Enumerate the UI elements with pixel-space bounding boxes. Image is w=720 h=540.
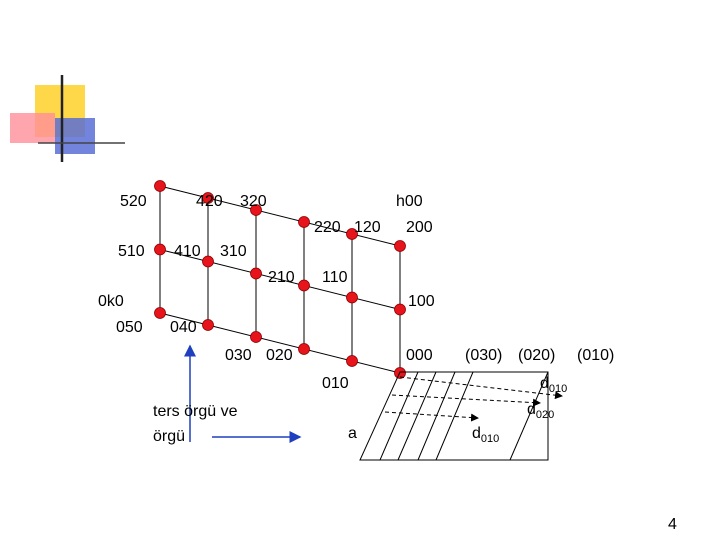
lattice-label: 310 [220, 243, 247, 260]
page-number: 4 [668, 516, 677, 533]
plane-label: (030) [465, 347, 502, 364]
lattice-point [298, 216, 310, 228]
dashed-arrow [399, 376, 563, 400]
lattice-point [250, 267, 262, 280]
lattice-point [202, 255, 214, 268]
caption-arrows [184, 344, 302, 443]
dashed-arrow [391, 394, 541, 407]
logo [10, 75, 125, 162]
lattice-point [250, 204, 262, 216]
lattice-label: 010 [322, 375, 349, 392]
lattice-point [250, 331, 262, 343]
lattice-point [298, 279, 310, 292]
lattice-point [154, 307, 166, 319]
dashed-arrow [384, 411, 479, 422]
lattice-point [202, 192, 214, 204]
real-cell [359, 371, 563, 461]
lattice-label: 220 [314, 219, 341, 236]
lattice-label: 110 [322, 269, 348, 286]
lattice-label: 040 [170, 319, 197, 336]
caption: örgü [153, 428, 185, 445]
plane-line [417, 371, 456, 461]
lattice-label: 030 [225, 347, 252, 364]
plane-label: (010) [577, 347, 614, 364]
plane-line [435, 371, 474, 461]
labels: 520 420 320 h00 220 120 200 510 410 310 … [98, 193, 677, 533]
lattice-label: 410 [174, 243, 201, 260]
logo-red [10, 113, 55, 143]
lattice-label: h00 [396, 193, 423, 210]
lattice [154, 180, 406, 379]
spacing-label: d010 [472, 425, 499, 445]
lattice-label: 120 [354, 219, 381, 236]
caption: ters örgü ve [153, 403, 238, 420]
lattice-label: 020 [266, 347, 293, 364]
lattice-label: 100 [408, 293, 435, 310]
lattice-label: 210 [268, 269, 295, 286]
plane-line [379, 371, 419, 461]
spacing-label: d010 [540, 375, 567, 395]
lattice-label: 510 [118, 243, 145, 260]
lattice-point [346, 228, 358, 240]
lattice-label: 200 [406, 219, 433, 236]
lattice-row [159, 185, 401, 247]
spacing-label: d020 [527, 401, 554, 421]
lattice-label: 050 [116, 319, 143, 336]
lattice-label: 0k0 [98, 293, 124, 310]
lattice-label: 000 [406, 347, 433, 364]
lattice-label: 420 [196, 193, 223, 210]
cell-outline [359, 371, 549, 461]
lattice-label: 320 [240, 193, 267, 210]
lattice-row [159, 249, 401, 310]
plane-line [509, 371, 549, 461]
lattice-point [154, 180, 166, 192]
plane-label: (020) [518, 347, 555, 364]
lattice-point [394, 303, 406, 316]
lattice-point [202, 319, 214, 331]
lattice-point [394, 240, 406, 252]
plane-line [397, 371, 437, 461]
lattice-row [159, 312, 401, 374]
lattice-point [298, 343, 310, 355]
axis-label: a [348, 425, 357, 442]
lattice-label: 520 [120, 193, 147, 210]
lattice-point [346, 291, 358, 304]
lattice-point [154, 243, 166, 256]
lattice-point [346, 355, 358, 367]
